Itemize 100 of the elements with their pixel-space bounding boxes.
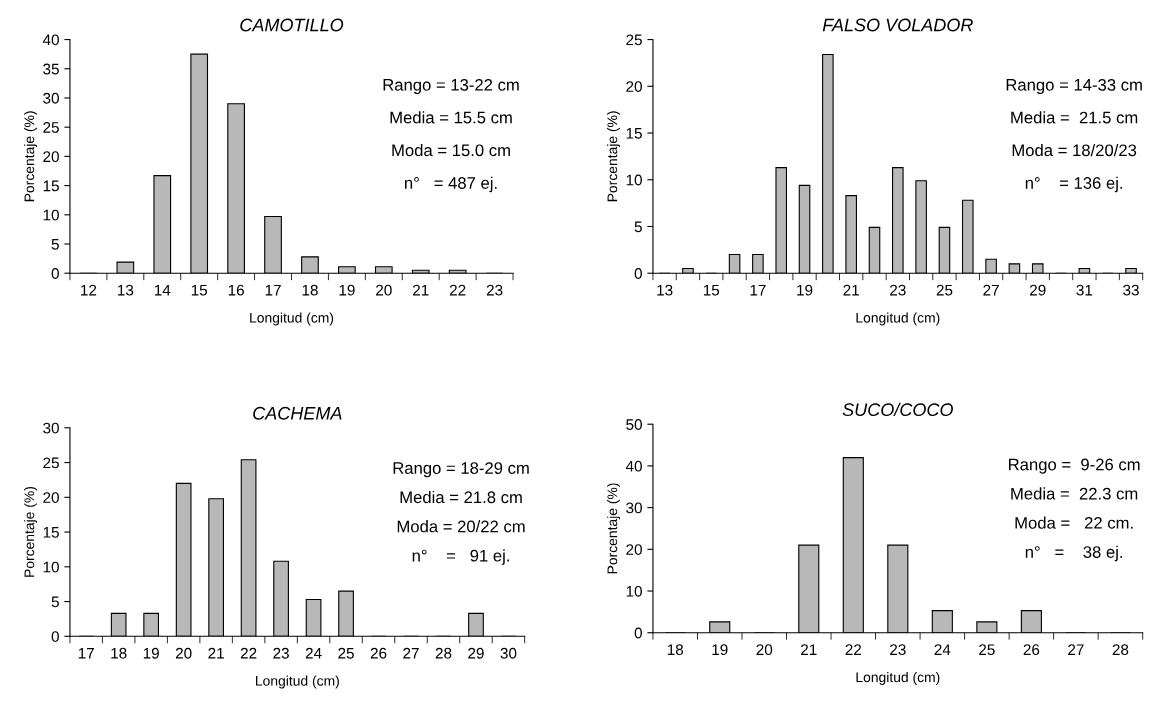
- y-tick-label: 20: [626, 81, 642, 92]
- y-tick-label: 0: [51, 631, 59, 642]
- chart-title: CAMOTILLO: [240, 18, 344, 32]
- x-tick-label: 29: [1030, 284, 1046, 296]
- x-tick-label: 26: [370, 647, 387, 659]
- x-tick-label: 25: [979, 644, 995, 656]
- y-tick-label: 15: [626, 128, 642, 139]
- x-tick-label: 23: [890, 284, 906, 296]
- x-tick-label: 19: [712, 644, 728, 656]
- y-tick-label: 25: [43, 457, 59, 469]
- annotation: n° = 91 ej.: [412, 549, 509, 565]
- x-tick-label: 12: [81, 284, 97, 296]
- x-tick-label: 33: [1123, 284, 1139, 296]
- y-tick-label: 0: [51, 268, 59, 279]
- annotation: n° = 38 ej.: [1025, 545, 1123, 562]
- annotation: Moda = 22 cm.: [1015, 516, 1133, 529]
- annotation: Media = 21.5 cm: [1011, 111, 1138, 124]
- y-tick-label: 20: [626, 544, 642, 555]
- x-axis-title: Longitud (cm): [256, 675, 339, 689]
- annotation: Moda = 18/20/23: [1012, 143, 1137, 157]
- y-tick-label: 40: [42, 34, 59, 46]
- chart-title: CACHEMA: [253, 406, 342, 420]
- y-tick-label: 25: [626, 34, 642, 46]
- y-tick-label: 15: [43, 180, 59, 192]
- x-tick-label: 18: [667, 644, 684, 656]
- x-tick-label: 21: [843, 284, 859, 296]
- y-tick-label: 0: [634, 627, 642, 639]
- chart-title: FALSO VOLADOR: [822, 18, 973, 32]
- x-tick-label: 18: [111, 647, 127, 659]
- y-tick-label: 10: [43, 209, 59, 221]
- x-tick-label: 21: [208, 647, 224, 659]
- y-tick-label: 10: [43, 561, 59, 573]
- annotation: Moda = 15.0 cm: [392, 143, 510, 157]
- y-tick-label: 10: [626, 585, 642, 597]
- x-tick-label: 19: [797, 284, 813, 296]
- x-tick-label: 25: [936, 284, 953, 296]
- y-tick-label: 20: [43, 492, 59, 503]
- x-tick-label: 24: [934, 644, 951, 655]
- x-tick-label: 28: [435, 647, 452, 659]
- x-tick-label: 21: [413, 284, 429, 296]
- x-tick-label: 22: [240, 647, 257, 659]
- x-tick-label: 27: [983, 284, 999, 296]
- annotation: Rango = 13-22 cm: [383, 78, 519, 95]
- x-tick-label: 28: [1112, 644, 1129, 656]
- y-axis-title: Porcentaje (%): [24, 486, 37, 577]
- x-tick-label: 22: [845, 644, 862, 655]
- y-tick-label: 50: [626, 419, 642, 430]
- y-tick-label: 30: [43, 92, 59, 104]
- y-tick-label: 15: [43, 527, 59, 538]
- y-tick-label: 5: [51, 596, 59, 608]
- y-tick-label: 30: [626, 502, 642, 514]
- y-tick-label: 40: [625, 460, 642, 472]
- annotation: Moda = 20/22 cm: [397, 520, 525, 533]
- x-tick-label: 19: [339, 284, 355, 296]
- x-tick-label: 17: [265, 284, 281, 296]
- annotation: n° = 136 ej.: [1025, 176, 1123, 193]
- y-tick-label: 20: [43, 151, 59, 163]
- annotation: Media = 21.8 cm: [400, 490, 522, 504]
- x-tick-label: 20: [376, 284, 392, 296]
- x-tick-label: 25: [338, 647, 354, 659]
- x-tick-label: 15: [191, 284, 208, 296]
- annotation: Rango = 9-26 cm: [1009, 458, 1140, 474]
- annotation: n° = 487 ej.: [405, 176, 497, 193]
- x-tick-label: 24: [305, 647, 322, 659]
- chart-title: SUCO/COCO: [842, 402, 953, 417]
- annotation: Media = 15.5 cm: [390, 111, 512, 124]
- x-tick-label: 20: [175, 647, 192, 659]
- annotation: Media = 22.3 cm: [1011, 487, 1138, 500]
- x-tick-label: 13: [657, 284, 673, 296]
- x-tick-label: 27: [1068, 644, 1084, 655]
- x-tick-label: 29: [468, 647, 484, 659]
- x-tick-label: 22: [449, 284, 466, 296]
- y-axis-title: Porcentaje (%): [24, 111, 37, 202]
- x-tick-label: 23: [486, 284, 503, 296]
- x-tick-label: 23: [890, 644, 906, 656]
- x-tick-label: 19: [143, 647, 159, 659]
- x-axis-title: Longitud (cm): [856, 312, 940, 326]
- x-tick-label: 17: [750, 284, 766, 296]
- x-tick-label: 16: [228, 284, 244, 296]
- x-tick-label: 27: [403, 647, 419, 659]
- y-tick-label: 10: [626, 174, 642, 186]
- x-tick-label: 14: [154, 284, 171, 296]
- y-axis-title: Porcentaje (%): [607, 111, 620, 202]
- x-axis-title: Longitud (cm): [250, 312, 334, 326]
- annotation: Rango = 14-33 cm: [1006, 78, 1142, 95]
- y-tick-label: 35: [43, 63, 59, 75]
- y-tick-label: 25: [43, 122, 59, 133]
- y-tick-label: 30: [43, 422, 59, 434]
- annotation: Rango = 18-29 cm: [393, 462, 529, 478]
- x-axis-title: Longitud (cm): [856, 671, 940, 685]
- y-tick-label: 0: [634, 268, 642, 279]
- y-tick-label: 5: [51, 239, 59, 250]
- x-tick-label: 20: [756, 644, 773, 656]
- x-tick-label: 26: [1023, 644, 1040, 656]
- x-tick-label: 15: [703, 284, 720, 296]
- x-tick-label: 21: [801, 644, 817, 655]
- x-tick-label: 13: [118, 284, 134, 296]
- y-tick-label: 5: [634, 221, 642, 233]
- y-axis-title: Porcentaje (%): [607, 483, 620, 574]
- x-tick-label: 23: [273, 647, 289, 659]
